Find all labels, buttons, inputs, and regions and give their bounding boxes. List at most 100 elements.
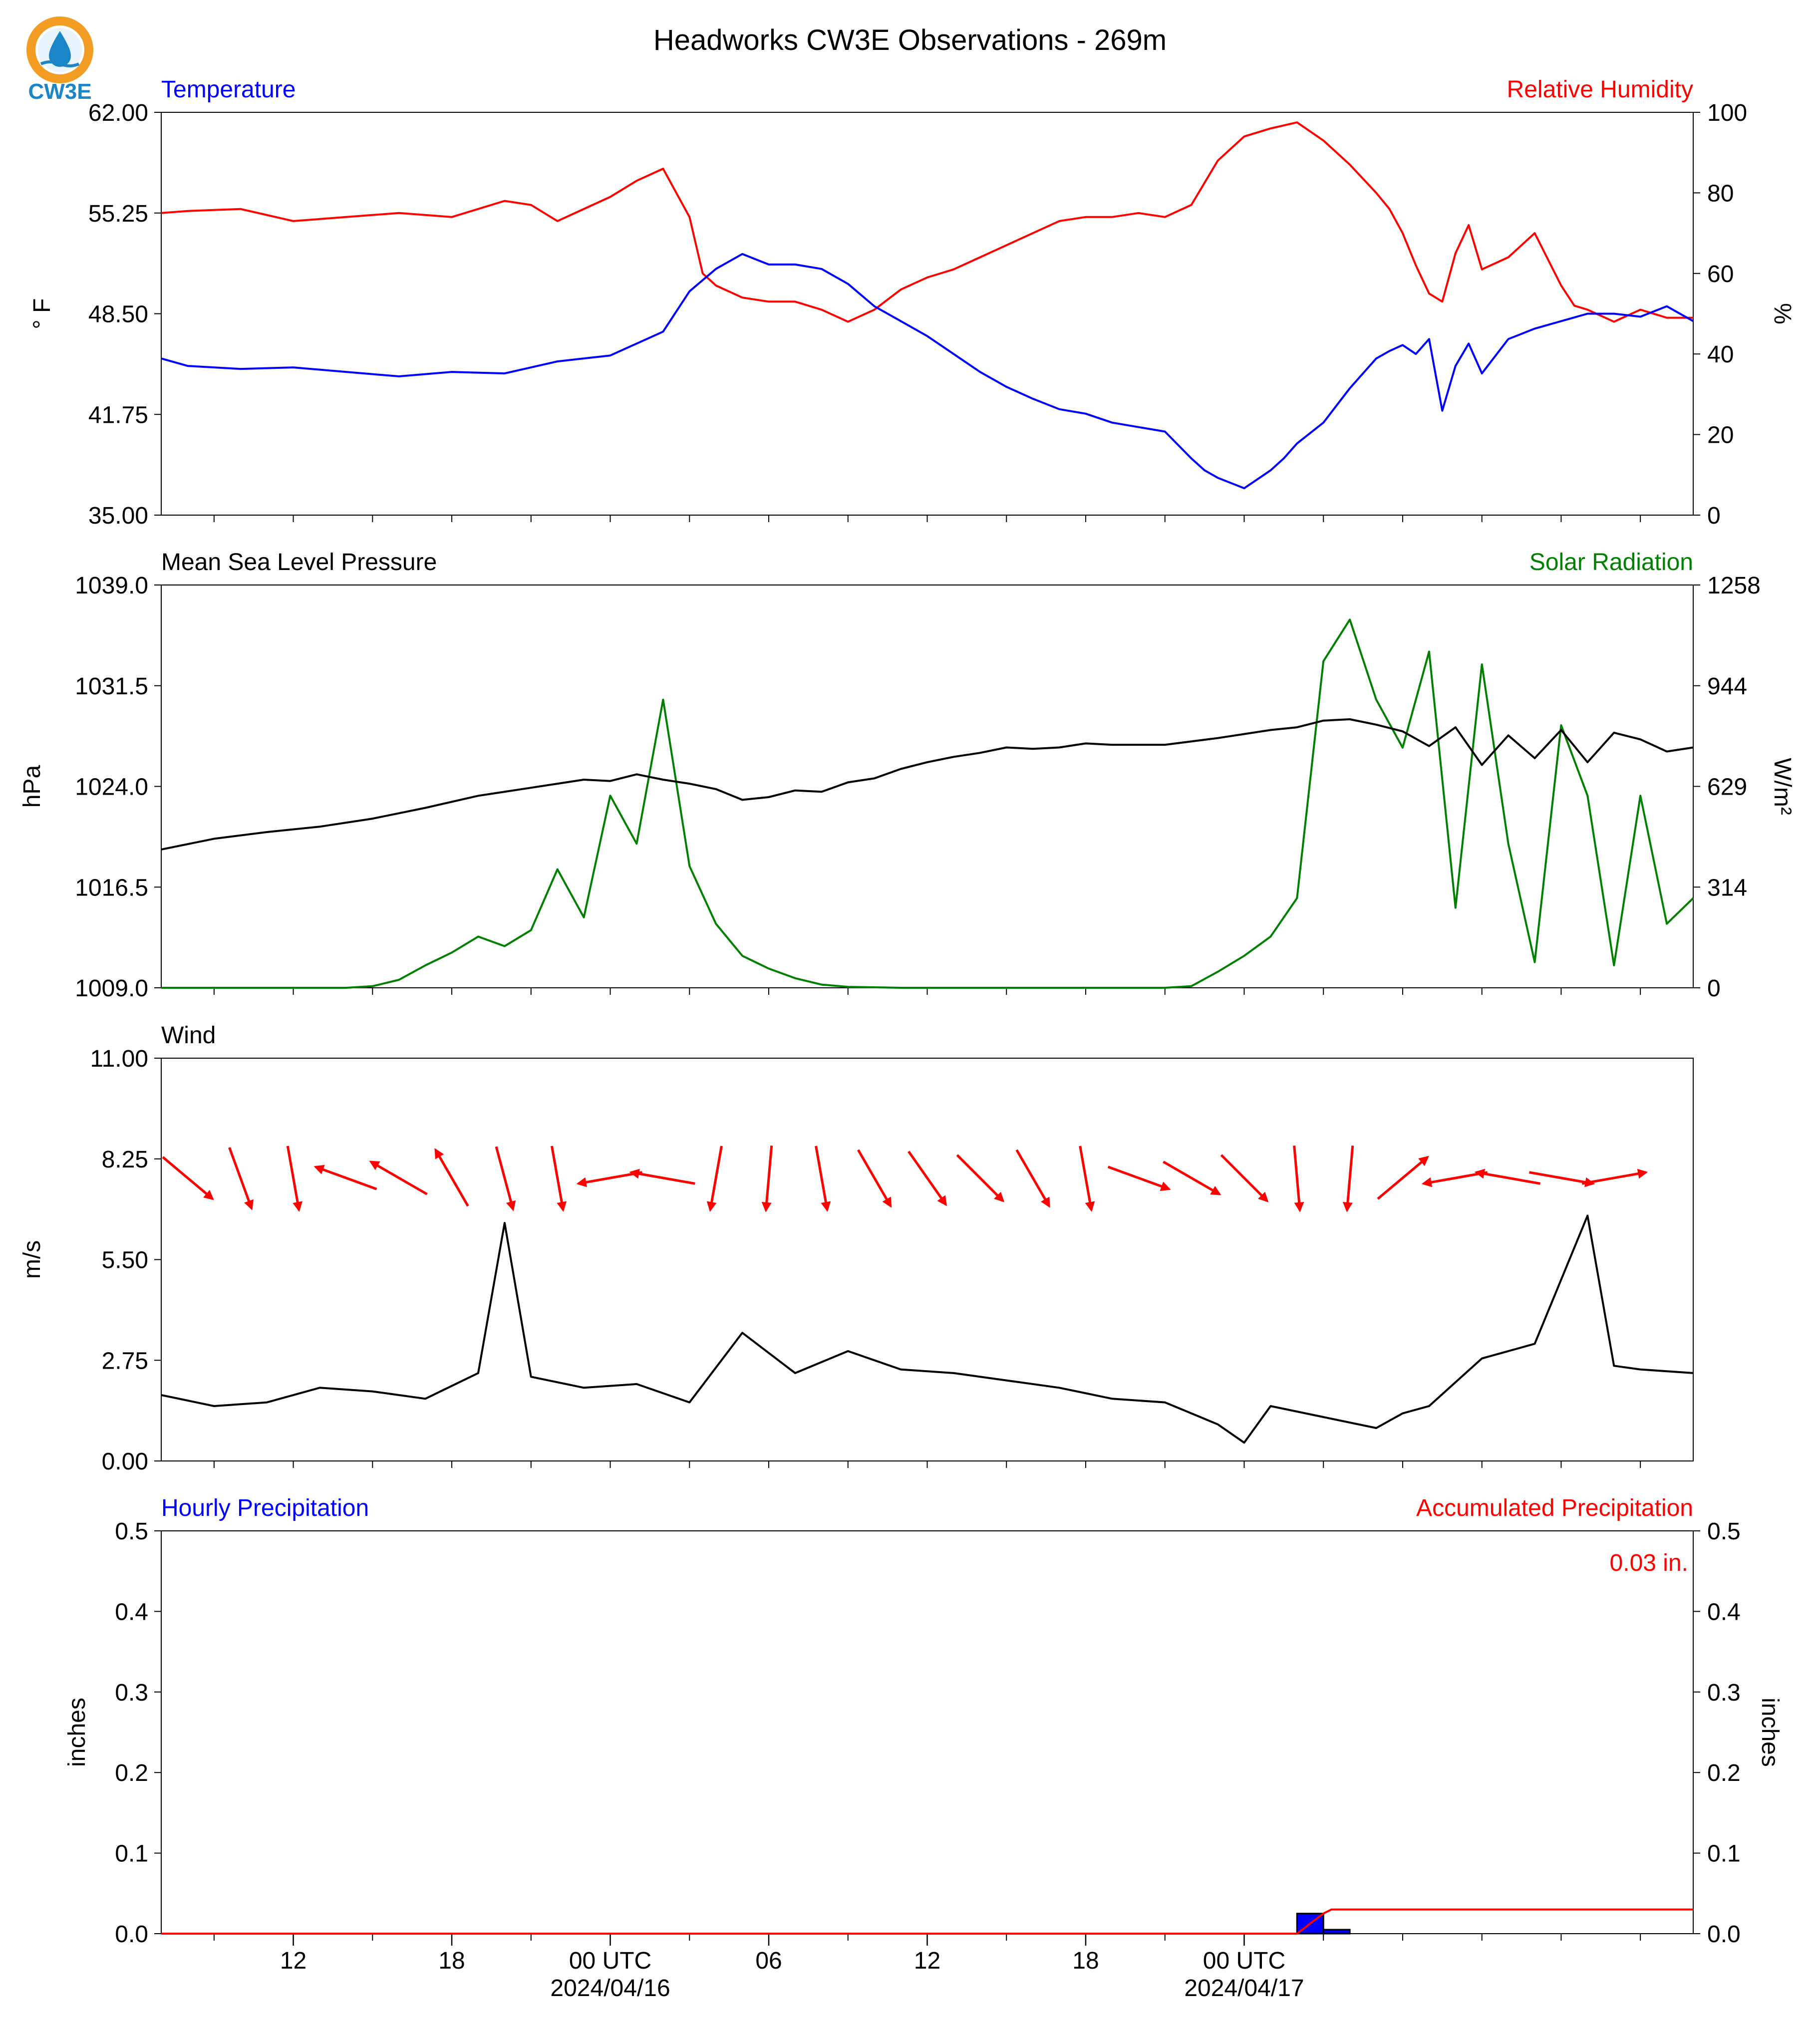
left-tick-label: 0.5 bbox=[115, 1518, 148, 1545]
right-tick-label: 0.5 bbox=[1707, 1518, 1741, 1545]
y-axis-label-right: W/m² bbox=[1769, 758, 1796, 815]
wind-arrow bbox=[956, 1154, 1005, 1202]
right-tick-label: 60 bbox=[1707, 261, 1734, 288]
right-tick-label: 0 bbox=[1707, 503, 1721, 529]
left-tick-label: 55.25 bbox=[88, 201, 148, 227]
wind-arrow bbox=[369, 1160, 428, 1195]
time-tick-label: 12 bbox=[280, 1948, 306, 1974]
left-tick-label: 0.0 bbox=[115, 1921, 148, 1948]
wind-arrow bbox=[1528, 1171, 1595, 1187]
left-tick-label: 11.00 bbox=[90, 1046, 148, 1072]
wind-arrow bbox=[313, 1164, 377, 1190]
chart-title: Headworks CW3E Observations - 269m bbox=[653, 24, 1167, 56]
solar-radiation-line bbox=[161, 618, 1694, 989]
left-tick-label: 0.00 bbox=[102, 1449, 148, 1475]
wind-arrows bbox=[162, 1146, 1648, 1212]
pressure-line bbox=[161, 718, 1694, 851]
left-tick-label: 0.4 bbox=[115, 1599, 148, 1625]
left-tick-label: 41.75 bbox=[88, 402, 148, 428]
wind-arrow bbox=[434, 1148, 469, 1207]
plot-frame bbox=[161, 584, 1694, 988]
left-tick-label: 48.50 bbox=[88, 301, 148, 328]
wind-arrow bbox=[1342, 1146, 1354, 1212]
right-tick-label: 0 bbox=[1707, 975, 1721, 1002]
panel-precip: 0.5 0.4 0.3 0.2 0.1 0.0 0.5 0.4 0.3 0.2 0.1 0.0 Hour… bbox=[64, 1495, 1783, 1948]
panel-temp: 62.00 55.25 48.50 41.75 35.00 100 80 60 40 20 0 Tem… bbox=[29, 76, 1796, 529]
left-tick-label: 5.50 bbox=[102, 1247, 148, 1274]
left-tick-label: 0.2 bbox=[115, 1760, 148, 1786]
right-tick-label: 100 bbox=[1707, 100, 1747, 126]
panel-title-right: Accumulated Precipitation bbox=[1416, 1495, 1693, 1521]
right-tick-label: 0.1 bbox=[1707, 1841, 1741, 1867]
left-tick-label: 1031.5 bbox=[75, 673, 148, 700]
time-tick-label: 12 bbox=[914, 1948, 940, 1974]
wind-arrow bbox=[706, 1146, 723, 1212]
right-tick-label: 80 bbox=[1707, 180, 1734, 207]
right-tick-label: 1258 bbox=[1707, 573, 1761, 599]
panel-title-left: Hourly Precipitation bbox=[161, 1495, 369, 1521]
panel-title-right: Relative Humidity bbox=[1507, 76, 1693, 103]
wind-arrow bbox=[1293, 1146, 1304, 1212]
right-tick-label: 40 bbox=[1707, 341, 1734, 368]
y-axis-label-left: inches bbox=[64, 1698, 90, 1767]
wind-arrow bbox=[1377, 1156, 1429, 1200]
date-label: 2024/04/16 bbox=[550, 1975, 670, 2002]
wind-speed-line bbox=[161, 1214, 1694, 1444]
right-tick-label: 0.4 bbox=[1707, 1599, 1741, 1625]
left-tick-label: 2.75 bbox=[102, 1348, 148, 1374]
time-tick-label: 18 bbox=[1072, 1948, 1099, 1974]
hourly-precip-bar bbox=[1322, 1929, 1351, 1935]
right-tick-label: 20 bbox=[1707, 422, 1734, 449]
panel-title-left: Wind bbox=[161, 1022, 216, 1049]
wind-arrow bbox=[162, 1156, 214, 1200]
wind-arrow bbox=[576, 1171, 642, 1187]
wind-arrow bbox=[1474, 1168, 1541, 1185]
humidity-line bbox=[161, 121, 1693, 323]
time-tick-label: 00 UTC bbox=[569, 1948, 651, 1974]
panel-title-left: Temperature bbox=[161, 76, 296, 103]
wind-arrow bbox=[550, 1146, 567, 1212]
plot-frame bbox=[161, 112, 1694, 516]
y-axis-label-left: m/s bbox=[19, 1240, 45, 1279]
wind-arrow bbox=[1220, 1154, 1269, 1202]
panel-wind: 11.00 8.25 5.50 2.75 0.00 Wind m/s bbox=[19, 1022, 1694, 1475]
left-tick-label: 1039.0 bbox=[75, 573, 148, 599]
wind-arrow bbox=[495, 1146, 516, 1211]
cw3e-logo: CW3E bbox=[26, 16, 93, 104]
plot-frame bbox=[161, 1058, 1694, 1461]
left-tick-label: 0.1 bbox=[115, 1841, 148, 1867]
panel-pressure: 1039.0 1031.5 1024.0 1016.5 1009.0 1258 944 629… bbox=[19, 549, 1796, 1002]
right-tick-label: 0.0 bbox=[1707, 1921, 1741, 1948]
left-tick-label: 8.25 bbox=[102, 1147, 148, 1173]
left-tick-label: 1009.0 bbox=[75, 975, 148, 1002]
accumulated-total-label: 0.03 in. bbox=[1610, 1550, 1688, 1576]
y-axis-label-left: hPa bbox=[19, 765, 45, 808]
panel-title-left: Mean Sea Level Pressure bbox=[161, 549, 437, 576]
logo-text: CW3E bbox=[28, 79, 91, 104]
left-tick-label: 62.00 bbox=[88, 100, 148, 126]
y-axis-label-right: % bbox=[1769, 303, 1796, 324]
accumulated-precip-line bbox=[161, 1908, 1693, 1935]
wind-arrow bbox=[857, 1149, 892, 1208]
right-tick-label: 0.2 bbox=[1707, 1760, 1741, 1786]
right-tick-label: 629 bbox=[1707, 774, 1747, 801]
right-tick-label: 944 bbox=[1707, 673, 1747, 700]
wind-arrow bbox=[761, 1146, 773, 1212]
right-tick-label: 0.3 bbox=[1707, 1680, 1741, 1706]
time-tick-label: 00 UTC bbox=[1203, 1948, 1285, 1974]
right-tick-label: 314 bbox=[1707, 874, 1747, 901]
temperature-line bbox=[161, 253, 1694, 490]
wind-arrow bbox=[1107, 1165, 1171, 1191]
panel-title-right: Solar Radiation bbox=[1529, 549, 1693, 576]
date-label: 2024/04/17 bbox=[1184, 1975, 1304, 2002]
wind-arrow bbox=[815, 1146, 831, 1212]
y-axis-label-right: inches bbox=[1757, 1698, 1783, 1767]
wind-arrow bbox=[1581, 1168, 1648, 1185]
time-tick-label: 18 bbox=[438, 1948, 465, 1974]
wind-arrow bbox=[1163, 1160, 1221, 1195]
y-axis-label-left: ° F bbox=[29, 298, 55, 329]
wind-arrow bbox=[1421, 1171, 1488, 1187]
left-tick-label: 35.00 bbox=[88, 503, 148, 529]
left-tick-label: 0.3 bbox=[115, 1680, 148, 1706]
